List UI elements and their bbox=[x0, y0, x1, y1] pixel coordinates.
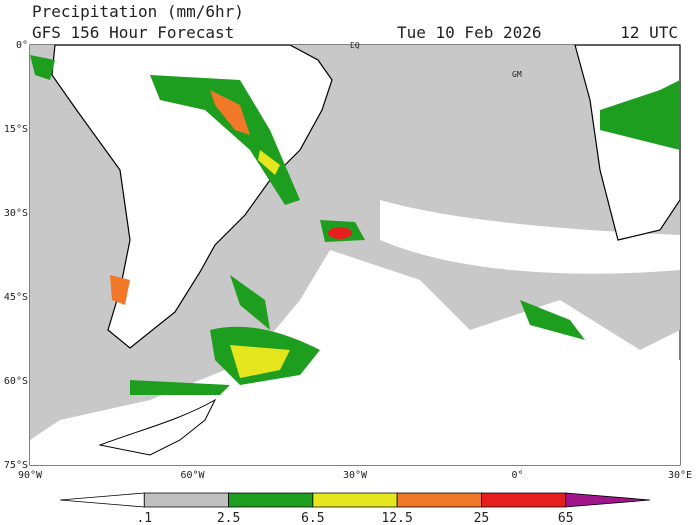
lat-label: 30°S bbox=[4, 208, 28, 219]
precip-green bbox=[600, 80, 680, 150]
subtitle: GFS 156 Hour Forecast bbox=[32, 23, 234, 42]
lon-label: 60°W bbox=[180, 470, 205, 481]
place-label: EQ bbox=[350, 41, 360, 50]
colorbar-label: 65 bbox=[558, 511, 574, 525]
lon-label: 30°W bbox=[343, 470, 368, 481]
precip-yellow bbox=[230, 345, 290, 378]
precip-orange bbox=[210, 90, 250, 135]
place-label: GM bbox=[512, 70, 522, 79]
colorbar-segment bbox=[396, 492, 482, 508]
dry-south bbox=[30, 360, 680, 465]
colorbar-segment bbox=[312, 492, 398, 508]
time: 12 UTC bbox=[620, 23, 678, 42]
dry-band bbox=[380, 200, 680, 274]
precip-green bbox=[230, 275, 270, 330]
antarctic-peninsula bbox=[98, 398, 217, 456]
colorbar-label: 25 bbox=[474, 511, 490, 525]
colorbar-segment bbox=[143, 492, 229, 508]
lat-label: 0° bbox=[16, 40, 28, 51]
lat-label: 75°S bbox=[4, 460, 28, 471]
title: Precipitation (mm/6hr) bbox=[32, 2, 244, 21]
precip-green bbox=[520, 300, 585, 340]
precip-green bbox=[130, 380, 230, 395]
map: EQ GM bbox=[29, 41, 681, 466]
colorbar-label: 12.5 bbox=[381, 511, 412, 525]
colorbar-segment bbox=[59, 492, 145, 508]
lat-label: 60°S bbox=[4, 376, 28, 387]
colorbar-segment bbox=[481, 492, 567, 508]
lon-label: 90°W bbox=[18, 470, 43, 481]
lon-label: 30°E bbox=[668, 470, 692, 481]
colorbar: .1 2.5 6.5 12.5 25 65 bbox=[59, 492, 651, 525]
axes: 0° 15°S 30°S 45°S 60°S 75°S90°W 60°W 30°W 0° 30°E bbox=[4, 40, 692, 481]
colorbar-segment bbox=[228, 492, 314, 508]
colorbar-segment bbox=[565, 492, 651, 508]
lon-label: 0° bbox=[511, 470, 523, 481]
colorbar-label: 2.5 bbox=[217, 511, 240, 525]
colorbar-label: 6.5 bbox=[301, 511, 324, 525]
precip-orange bbox=[110, 275, 130, 305]
precip-green bbox=[30, 55, 55, 80]
lat-label: 45°S bbox=[4, 292, 28, 303]
colorbar-label: .1 bbox=[136, 511, 152, 525]
precip-red bbox=[328, 227, 352, 239]
lat-label: 15°S bbox=[4, 124, 28, 135]
precip-yellow bbox=[258, 150, 280, 175]
date: Tue 10 Feb 2026 bbox=[397, 23, 542, 42]
